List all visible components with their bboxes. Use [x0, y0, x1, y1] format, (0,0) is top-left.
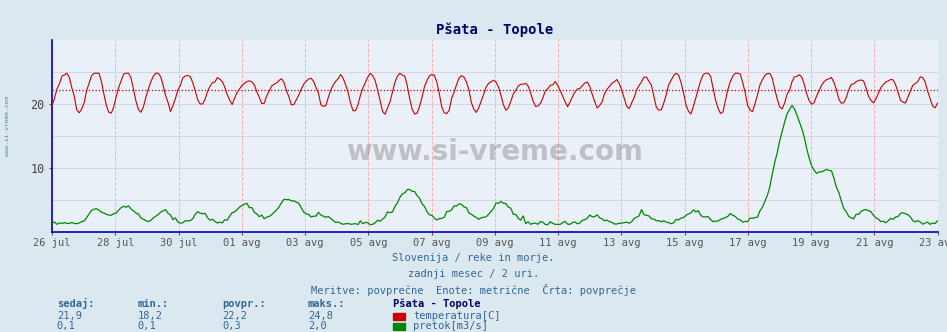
- Text: 22,2: 22,2: [223, 311, 247, 321]
- Text: www.si-vreme.com: www.si-vreme.com: [5, 96, 10, 156]
- Text: 18,2: 18,2: [137, 311, 162, 321]
- Text: Slovenija / reke in morje.: Slovenija / reke in morje.: [392, 253, 555, 263]
- Text: min.:: min.:: [137, 299, 169, 309]
- Text: maks.:: maks.:: [308, 299, 346, 309]
- Text: 0,1: 0,1: [57, 321, 76, 331]
- Text: povpr.:: povpr.:: [223, 299, 266, 309]
- Text: 21,9: 21,9: [57, 311, 81, 321]
- Text: Meritve: povprečne  Enote: metrične  Črta: povprečje: Meritve: povprečne Enote: metrične Črta:…: [311, 284, 636, 296]
- Text: Pšata - Topole: Pšata - Topole: [393, 298, 480, 309]
- Text: temperatura[C]: temperatura[C]: [413, 311, 500, 321]
- Title: Pšata - Topole: Pšata - Topole: [437, 23, 553, 37]
- Text: www.si-vreme.com: www.si-vreme.com: [347, 137, 643, 166]
- Text: 24,8: 24,8: [308, 311, 332, 321]
- Text: 0,3: 0,3: [223, 321, 241, 331]
- Text: zadnji mesec / 2 uri.: zadnji mesec / 2 uri.: [408, 269, 539, 279]
- Text: 0,1: 0,1: [137, 321, 156, 331]
- Text: 2,0: 2,0: [308, 321, 327, 331]
- Text: sedaj:: sedaj:: [57, 298, 95, 309]
- Text: pretok[m3/s]: pretok[m3/s]: [413, 321, 488, 331]
